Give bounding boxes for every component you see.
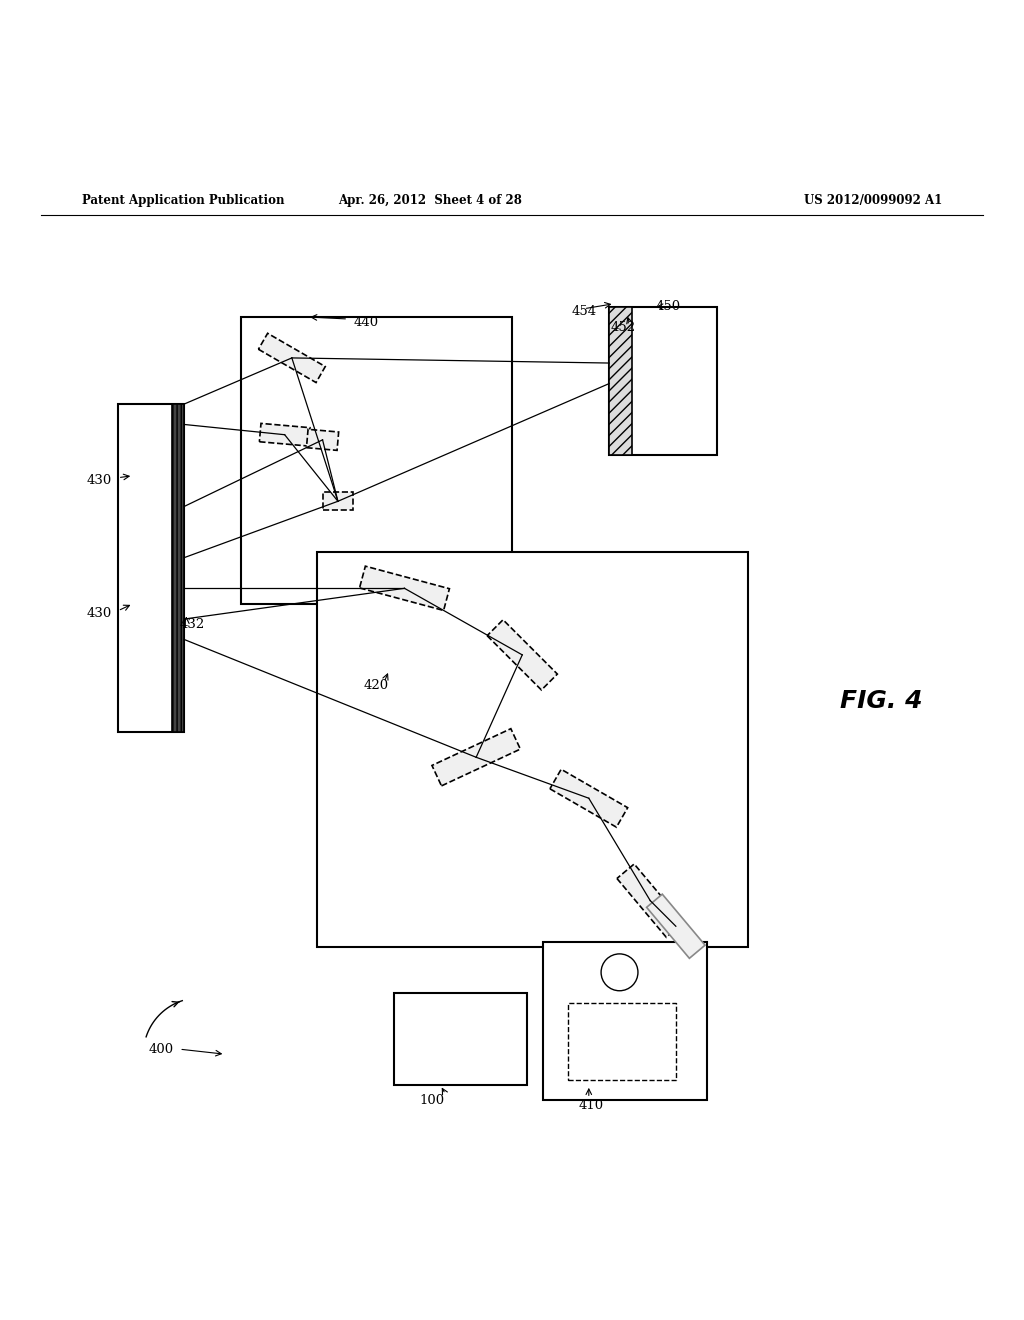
- Polygon shape: [259, 424, 310, 446]
- Text: US 2012/0099092 A1: US 2012/0099092 A1: [804, 194, 942, 207]
- Text: Apr. 26, 2012  Sheet 4 of 28: Apr. 26, 2012 Sheet 4 of 28: [338, 194, 522, 207]
- FancyBboxPatch shape: [394, 993, 527, 1085]
- Polygon shape: [646, 894, 706, 958]
- Text: 440: 440: [353, 315, 379, 329]
- Bar: [568, 1003, 676, 1080]
- Text: 452: 452: [610, 321, 636, 334]
- Text: FIG. 4: FIG. 4: [840, 689, 923, 713]
- Text: 430: 430: [87, 607, 113, 620]
- Polygon shape: [258, 333, 326, 383]
- FancyBboxPatch shape: [609, 306, 717, 455]
- Text: 450: 450: [655, 300, 681, 313]
- Text: 430: 430: [87, 474, 113, 487]
- Polygon shape: [359, 566, 450, 610]
- FancyBboxPatch shape: [241, 317, 512, 603]
- Text: 100: 100: [420, 1094, 445, 1106]
- FancyBboxPatch shape: [317, 553, 748, 946]
- Bar: [172, 404, 184, 731]
- Text: 400: 400: [148, 1043, 174, 1056]
- Bar: [172, 404, 184, 731]
- Circle shape: [601, 954, 638, 991]
- Text: 454: 454: [571, 305, 597, 318]
- Polygon shape: [306, 429, 339, 450]
- Text: Patent Application Publication: Patent Application Publication: [82, 194, 285, 207]
- Text: 432: 432: [179, 618, 205, 631]
- Text: 420: 420: [364, 678, 389, 692]
- Text: 410: 410: [579, 1100, 604, 1111]
- Polygon shape: [323, 492, 353, 511]
- Polygon shape: [616, 865, 684, 937]
- Polygon shape: [432, 729, 520, 785]
- Polygon shape: [550, 770, 628, 828]
- FancyBboxPatch shape: [118, 404, 184, 731]
- FancyBboxPatch shape: [543, 941, 707, 1101]
- Bar: [609, 306, 632, 455]
- Polygon shape: [487, 620, 557, 690]
